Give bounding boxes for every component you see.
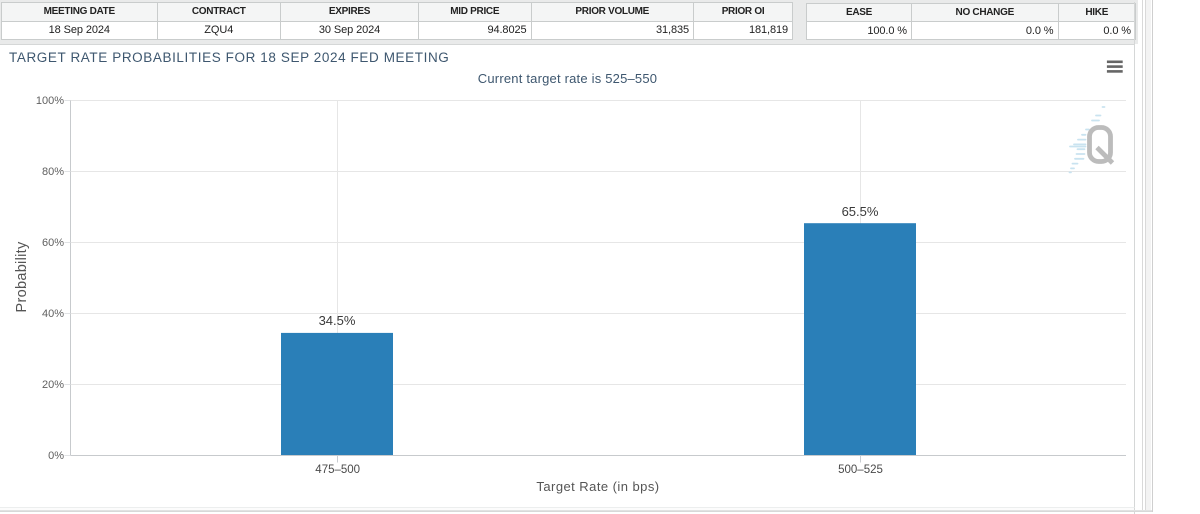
svg-text:475–500: 475–500	[315, 464, 360, 476]
svg-text:40%: 40%	[42, 308, 64, 320]
svg-text:Probability: Probability	[14, 241, 30, 312]
svg-text:65.5%: 65.5%	[842, 204, 879, 219]
svg-text:Target Rate (in bps): Target Rate (in bps)	[536, 479, 659, 494]
svg-text:20%: 20%	[42, 379, 64, 391]
svg-text:0%: 0%	[48, 450, 64, 462]
svg-text:100%: 100%	[36, 95, 64, 107]
svg-text:80%: 80%	[42, 166, 64, 178]
svg-text:500–525: 500–525	[838, 464, 883, 476]
svg-text:60%: 60%	[42, 237, 64, 249]
svg-text:34.5%: 34.5%	[319, 313, 356, 328]
